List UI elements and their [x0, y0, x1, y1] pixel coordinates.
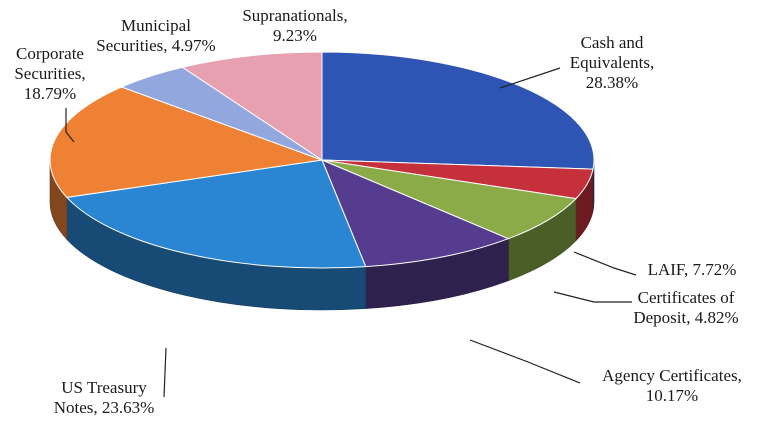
label-line: 10.17%	[646, 386, 698, 405]
label-line: Supranationals,	[242, 6, 347, 25]
label-agency-certificates: Agency Certificates, 10.17%	[602, 366, 742, 405]
leader-laif	[573, 251, 637, 276]
label-line: Certificates of	[638, 288, 735, 307]
label-line: Notes, 23.63%	[54, 398, 155, 417]
slice-laif	[321, 159, 578, 240]
label-line: 28.38%	[586, 73, 638, 92]
label-line: US Treasury	[61, 378, 147, 397]
leader-agency-certificates	[469, 339, 581, 384]
label-line: 9.23%	[273, 26, 317, 45]
leader-certificates-of-deposit	[553, 291, 632, 303]
leader-lines	[65, 67, 637, 398]
leader-corporate-securities	[65, 108, 75, 143]
label-line: Securities, 4.97%	[96, 36, 215, 55]
slice-supranationals	[181, 51, 323, 161]
label-line: Deposit, 4.82%	[633, 308, 738, 327]
pie-top-faces	[49, 51, 595, 269]
slice-corporate-securities	[49, 86, 323, 198]
slice-labels: Cash and Equivalents, 28.38% Certificates o…	[14, 6, 742, 417]
slice-agency-certificates	[321, 159, 510, 268]
label-laif: LAIF, 7.72%	[648, 260, 737, 279]
slice-us-treasury-notes	[65, 159, 367, 269]
leader-us-treasury-notes	[163, 347, 167, 398]
label-line: Agency Certificates,	[602, 366, 742, 385]
label-certificates-of-deposit: Certificates of Deposit, 4.82%	[633, 288, 738, 327]
label-cash-and-equivalents: Cash and Equivalents, 28.38%	[570, 33, 655, 92]
slice-cash-and-equivalents	[321, 51, 595, 170]
label-municipal-securities: Municipal Securities, 4.97%	[96, 16, 215, 55]
label-corporate-securities: Corporate Securities, 18.79%	[14, 44, 85, 103]
label-line: 18.79%	[24, 84, 76, 103]
label-us-treasury-notes: US Treasury Notes, 23.63%	[54, 378, 155, 417]
label-supranationals: Supranationals, 9.23%	[242, 6, 347, 45]
label-line: Cash and	[581, 33, 644, 52]
label-line: LAIF, 7.72%	[648, 260, 737, 279]
label-line: Corporate	[16, 44, 84, 63]
leader-cash-and-equivalents	[499, 67, 561, 89]
label-line: Securities,	[14, 64, 85, 83]
label-line: Equivalents,	[570, 53, 655, 72]
label-line: Municipal	[121, 16, 191, 35]
